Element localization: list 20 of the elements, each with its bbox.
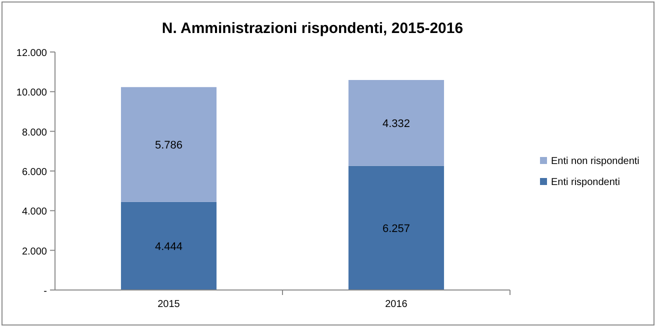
legend-label: Enti non rispondenti xyxy=(551,156,640,167)
y-tick-label: - xyxy=(44,286,47,297)
y-tick-label: 12.000 xyxy=(16,48,48,59)
data-label: 5.786 xyxy=(154,139,183,152)
x-tick-label: 2016 xyxy=(385,299,408,310)
bar xyxy=(120,202,217,290)
bar xyxy=(120,87,217,202)
data-label: 4.444 xyxy=(154,240,183,253)
chart-title: N. Amministrazioni rispondenti, 2015-2016 xyxy=(162,20,464,37)
y-tick-label: 2.000 xyxy=(22,246,48,258)
bar xyxy=(348,80,444,166)
y-tick-label: 4.000 xyxy=(22,206,48,218)
x-tick-label: 2015 xyxy=(158,299,180,310)
data-label: 6.257 xyxy=(382,222,410,235)
y-tick-label: 10.000 xyxy=(16,88,48,99)
data-label: 4.332 xyxy=(382,118,410,130)
y-tick-label: 8.000 xyxy=(22,127,48,138)
y-tick-label: 6.000 xyxy=(22,167,48,178)
bar xyxy=(348,166,444,290)
legend-label: Enti rispondenti xyxy=(551,177,620,188)
